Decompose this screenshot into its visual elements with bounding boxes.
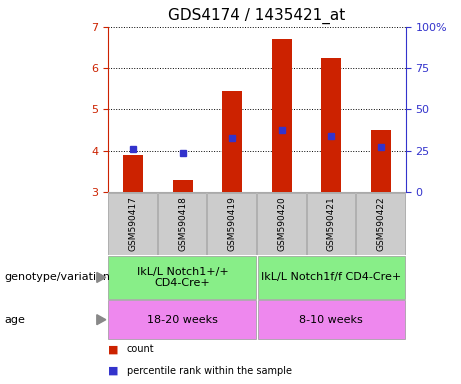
Bar — [158, 193, 207, 255]
Text: GSM590420: GSM590420 — [277, 196, 286, 251]
Bar — [258, 300, 405, 339]
Bar — [272, 39, 292, 192]
Text: GSM590417: GSM590417 — [129, 196, 138, 251]
Text: 18-20 weeks: 18-20 weeks — [147, 314, 218, 325]
Text: GSM590418: GSM590418 — [178, 196, 187, 251]
Text: 8-10 weeks: 8-10 weeks — [300, 314, 363, 325]
Text: GSM590419: GSM590419 — [228, 196, 237, 251]
Text: ■: ■ — [108, 366, 119, 376]
Bar — [108, 300, 255, 339]
Text: age: age — [5, 314, 25, 325]
Bar — [108, 193, 157, 255]
Bar — [207, 193, 256, 255]
Text: genotype/variation: genotype/variation — [5, 272, 111, 283]
Bar — [257, 193, 306, 255]
Title: GDS4174 / 1435421_at: GDS4174 / 1435421_at — [168, 8, 346, 24]
Bar — [258, 256, 405, 299]
Bar — [371, 130, 391, 192]
Bar — [307, 193, 355, 255]
Bar — [356, 193, 405, 255]
Text: ■: ■ — [108, 344, 119, 354]
Text: percentile rank within the sample: percentile rank within the sample — [127, 366, 292, 376]
Text: GSM590422: GSM590422 — [376, 196, 385, 251]
Bar — [123, 155, 143, 192]
Text: GSM590421: GSM590421 — [327, 196, 336, 251]
Text: IkL/L Notch1f/f CD4-Cre+: IkL/L Notch1f/f CD4-Cre+ — [261, 272, 402, 283]
Text: count: count — [127, 344, 154, 354]
Text: IkL/L Notch1+/+
CD4-Cre+: IkL/L Notch1+/+ CD4-Cre+ — [137, 266, 229, 288]
Bar — [108, 256, 255, 299]
Bar — [173, 180, 193, 192]
Bar — [222, 91, 242, 192]
Bar — [321, 58, 341, 192]
